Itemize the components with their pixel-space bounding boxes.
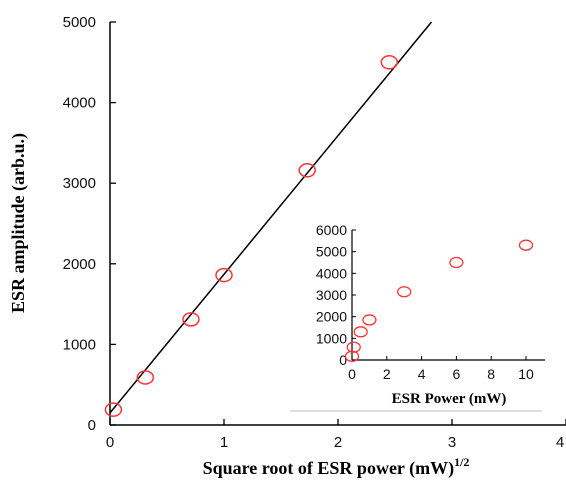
- main-x-tick-label: 1: [220, 434, 228, 451]
- main-data-point: [298, 163, 316, 178]
- inset-chart: 0 1000 2000 3000 4000 5000 6000 0 2 4 6 8 10 ESR Po…: [290, 222, 550, 412]
- main-x-axis-label: Square root of ESR power (mW)1/2: [203, 455, 470, 479]
- main-y-tick-label: 4000: [63, 95, 96, 112]
- main-x-tick-label: 4: [556, 434, 564, 451]
- inset-data-point: [518, 239, 534, 251]
- inset-points: [344, 239, 534, 362]
- inset-x-ticks: 0 2 4 6 8 10: [348, 356, 534, 382]
- inset-data-point: [346, 341, 361, 353]
- inset-y-tick-label: 1000: [316, 330, 347, 346]
- main-y-tick-label: 1000: [63, 336, 96, 353]
- inset-y-tick-label: 2000: [316, 309, 347, 325]
- inset-y-tick-label: 6000: [316, 222, 347, 238]
- inset-y-tick-label: 5000: [316, 244, 347, 260]
- main-y-tick-label: 3000: [63, 175, 96, 192]
- main-x-axis-label-exponent: 1/2: [454, 455, 469, 469]
- inset-data-point: [449, 256, 464, 269]
- main-x-tick-label: 2: [334, 434, 342, 451]
- inset-x-tick-label: 6: [453, 366, 461, 382]
- fit-line: [109, 21, 433, 414]
- inset-data-point: [397, 286, 412, 298]
- inset-data-point: [353, 326, 368, 338]
- main-x-tick-label: 0: [106, 434, 114, 451]
- inset-x-axis-label: ESR Power (mW): [392, 391, 507, 407]
- inset-x-tick-label: 0: [348, 366, 356, 382]
- inset-x-tick-label: 2: [383, 366, 391, 382]
- inset-y-tick-label: 0: [339, 352, 347, 368]
- main-x-ticks: 0 1 2 3 4: [106, 419, 566, 451]
- main-x-axis-label-text: Square root of ESR power (mW): [203, 458, 455, 479]
- main-data-point: [380, 55, 399, 70]
- inset-background: [290, 222, 550, 412]
- inset-x-tick-label: 4: [418, 366, 426, 382]
- inset-y-tick-label: 3000: [316, 287, 347, 303]
- main-y-tick-label: 0: [88, 417, 96, 434]
- inset-data-point: [344, 350, 360, 362]
- main-y-tick-label: 5000: [63, 14, 96, 31]
- inset-data-point: [362, 314, 377, 326]
- main-y-tick-label: 2000: [63, 256, 96, 273]
- inset-y-ticks: 0 1000 2000 3000 4000 5000 6000: [316, 222, 356, 368]
- main-y-axis-label: ESR amplitude (arb.u.): [8, 133, 29, 313]
- inset-x-tick-label: 8: [487, 366, 495, 382]
- main-x-tick-label: 3: [448, 434, 456, 451]
- main-data-point: [104, 402, 123, 417]
- main-data-point: [215, 267, 233, 283]
- inset-y-tick-label: 4000: [316, 265, 347, 281]
- main-points: [104, 55, 399, 417]
- main-y-ticks: 0 1000 2000 3000 4000 5000: [63, 14, 116, 434]
- main-data-point: [136, 370, 155, 385]
- main-data-point: [182, 312, 200, 327]
- inset-x-tick-label: 10: [518, 366, 534, 382]
